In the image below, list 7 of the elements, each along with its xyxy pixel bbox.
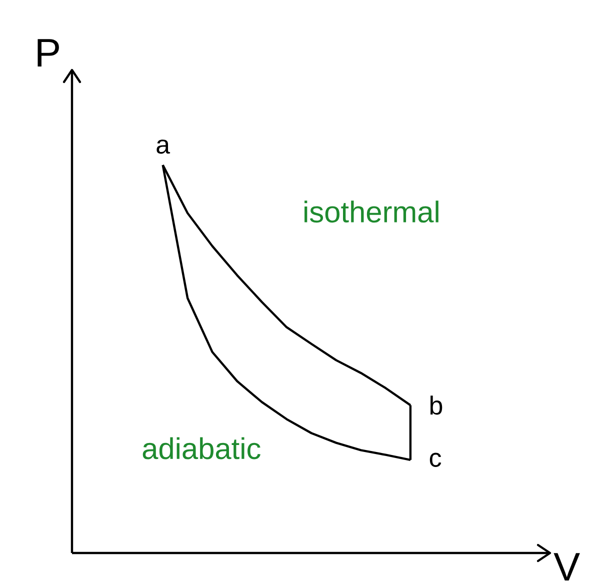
y-axis-title: P: [38, 39, 59, 66]
annotation: isothermal: [304, 200, 438, 223]
text: b: [430, 396, 442, 415]
annotation: adiabatic: [142, 437, 260, 460]
text: a: [156, 140, 170, 154]
x-axis-title: V: [554, 553, 580, 581]
text: c: [430, 452, 442, 467]
